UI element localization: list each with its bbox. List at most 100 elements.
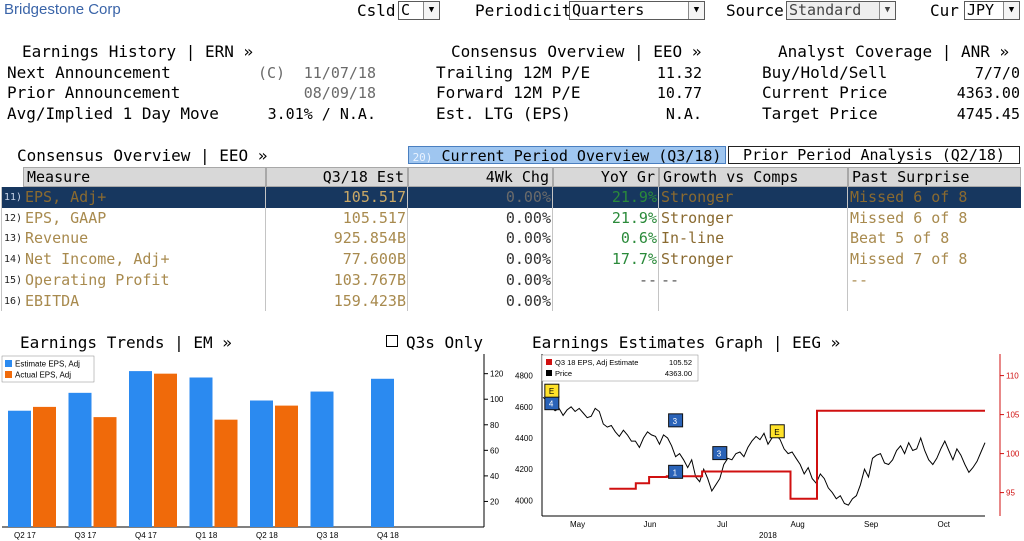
buy-hold-sell-value: 7/7/0 [974, 64, 1020, 82]
table-row[interactable]: 15) Operating Profit 103.767B 0.00% -- -- -- [1, 270, 1021, 291]
earnings-estimates-link[interactable]: Earnings Estimates Graph | EEG » [532, 333, 841, 352]
q3s-only-checkbox[interactable] [386, 335, 398, 347]
prior-announcement-label: Prior Announcement [7, 83, 181, 102]
prior-announcement-value: 08/09/18 [303, 84, 376, 102]
table-row[interactable]: 11) EPS, Adj+ 105.517 0.00% 21.9% Stronger Mis… [1, 187, 1021, 208]
event-marker-label: 1 [673, 468, 678, 477]
q3s-only-label: Q3s Only [406, 333, 484, 352]
earnings-history-link[interactable]: Earnings History | ERN » [22, 42, 254, 61]
cell-comps: Stronger [661, 250, 734, 269]
event-marker-earnings[interactable] [544, 383, 560, 398]
company-name: Bridgestone Corp [4, 1, 121, 18]
next-announcement-label: Next Announcement [7, 63, 171, 82]
table-row[interactable]: 13) Revenue 925.854B 0.00% 0.6% In-line Beat 5… [1, 228, 1021, 249]
left-tick-label: 4200 [515, 465, 533, 474]
event-marker-label: 3 [717, 450, 722, 459]
periodicity-dropdown[interactable]: Quarters ▼ [569, 1, 705, 20]
trailing-pe-label: Trailing 12M P/E [436, 63, 591, 82]
chevron-down-icon[interactable]: ▼ [879, 2, 895, 19]
table-section-title[interactable]: Consensus Overview | EEO » [17, 146, 268, 165]
bar-estimate [371, 378, 394, 527]
estimate-step-line [609, 409, 985, 500]
legend-label: Actual EPS, Adj [15, 371, 71, 380]
analyst-coverage-link[interactable]: Analyst Coverage | ANR » [778, 42, 1010, 61]
eeg-legend-value: 105.52 [669, 358, 692, 367]
currency-dropdown[interactable]: JPY ▼ [964, 1, 1020, 20]
cell-est: 77.600B [342, 250, 406, 269]
earnings-trends-link[interactable]: Earnings Trends | EM » [20, 333, 232, 352]
y-tick-label: 80 [490, 421, 499, 430]
right-tick-label: 95 [1006, 489, 1015, 498]
y-tick-label: 120 [490, 370, 504, 379]
cell-num: 13) [4, 233, 23, 245]
current-price-value: 4363.00 [956, 84, 1020, 102]
event-marker-label: E [774, 428, 779, 437]
chevron-down-icon[interactable]: ▼ [688, 2, 704, 19]
cell-comps: In-line [661, 229, 725, 248]
cell-num: 16) [4, 295, 23, 307]
csld-dropdown[interactable]: C ▼ [398, 1, 440, 20]
cell-chg: 0.00% [505, 229, 551, 248]
event-marker-earnings[interactable] [769, 424, 785, 439]
event-marker-label: 3 [673, 417, 678, 426]
source-label: Source [726, 1, 784, 20]
header-yoy-gr[interactable]: YoY Gr [553, 167, 659, 187]
cell-num: 15) [4, 274, 23, 286]
cell-num: 12) [4, 212, 23, 224]
cur-label: Cur [930, 1, 959, 20]
header-measure[interactable]: Measure [23, 167, 266, 187]
table-row[interactable]: 14) Net Income, Adj+ 77.600B 0.00% 17.7% Stro… [1, 249, 1021, 270]
csld-label: Csld [357, 1, 396, 20]
cell-yoy: 21.9% [611, 188, 657, 206]
table-row[interactable]: 12) EPS, GAAP 105.517 0.00% 21.9% Stronger Mis… [1, 208, 1021, 229]
tab-current-label: Current Period Overview (Q3/18) [441, 147, 722, 165]
bar-estimate [129, 371, 152, 527]
target-price-value: 4745.45 [956, 105, 1020, 123]
column-divider [552, 187, 553, 311]
header-growth-vs-comps[interactable]: Growth vs Comps [659, 167, 848, 187]
event-marker-blue[interactable] [668, 464, 684, 479]
header-past-surprise[interactable]: Past Surprise [848, 167, 1021, 187]
bar-estimate [310, 391, 334, 527]
column-divider [265, 187, 266, 311]
column-divider [407, 187, 408, 311]
legend-box [1, 355, 95, 383]
price-line [542, 397, 986, 506]
event-marker-blue[interactable] [712, 446, 728, 461]
left-tick-label: 4800 [515, 372, 533, 381]
cell-est: 103.767B [333, 270, 406, 289]
cell-surprise: Missed 6 of 8 [850, 208, 968, 227]
column-divider [658, 187, 659, 311]
event-marker-blue[interactable] [668, 413, 684, 428]
earnings-trends-chart: Q2 17 Q3 17 Q4 17 Q1 18 Q2 18 Q3 18 Q4 18 20 40… [0, 352, 515, 541]
chevron-down-icon[interactable]: ▼ [1003, 2, 1019, 19]
x-tick-label: Q2 18 [256, 531, 278, 540]
cell-yoy: 17.7% [611, 250, 657, 269]
bar-actual [275, 405, 298, 527]
left-tick-label: 4600 [515, 403, 533, 412]
cell-surprise: Missed 6 of 8 [850, 188, 968, 206]
consensus-overview-link[interactable]: Consensus Overview | EEO » [451, 42, 702, 61]
table-row[interactable]: 16) EBITDA 159.423B 0.00% [1, 291, 1021, 312]
x-month-label: Jun [644, 520, 657, 529]
y-tick-label: 40 [490, 472, 499, 481]
cell-chg: 0.00% [505, 291, 551, 310]
target-price-label: Target Price [762, 104, 878, 123]
source-dropdown[interactable]: Standard ▼ [786, 1, 896, 20]
right-tick-label: 110 [1006, 372, 1019, 381]
next-announcement-value: 11/07/18 [303, 64, 376, 82]
left-tick-label: 4000 [515, 496, 533, 505]
cell-chg: 0.00% [505, 270, 551, 289]
csld-value: C [401, 1, 411, 19]
y-tick-label: 60 [490, 446, 499, 455]
tab-current-period[interactable]: 20) Current Period Overview (Q3/18) [408, 146, 726, 165]
cell-measure: Net Income, Adj+ [25, 250, 170, 269]
tab-prior-label: Prior Period Analysis (Q2/18) [743, 146, 1005, 164]
avg-move-label: Avg/Implied 1 Day Move [7, 104, 219, 123]
header-4wk-chg[interactable]: 4Wk Chg [408, 167, 553, 187]
x-month-label: Sep [864, 520, 879, 529]
chevron-down-icon[interactable]: ▼ [423, 2, 439, 19]
tab-prior-period[interactable]: Prior Period Analysis (Q2/18) [728, 146, 1020, 164]
cell-measure: EPS, GAAP [25, 208, 107, 227]
header-q3-est[interactable]: Q3/18 Est [266, 167, 408, 187]
